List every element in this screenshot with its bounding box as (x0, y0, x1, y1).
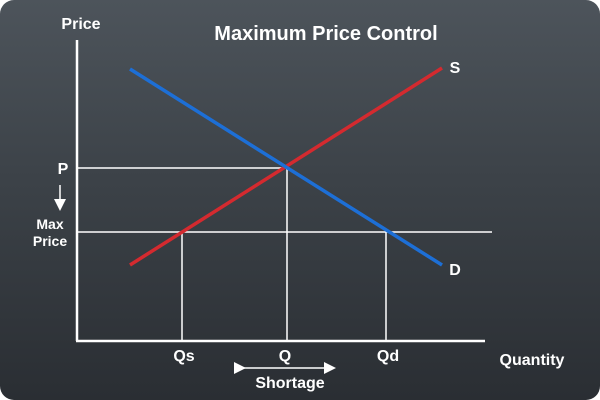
q-label: Q (279, 348, 291, 365)
shortage-label: Shortage (255, 375, 324, 392)
y-axis-label: Price (61, 16, 100, 33)
price-label-p: P (58, 161, 69, 178)
demand-curve-label: D (449, 262, 461, 279)
max-price-label-line1: Max (36, 216, 63, 232)
qs-label: Qs (173, 348, 194, 365)
diagram-title: Maximum Price Control (214, 23, 437, 45)
max-price-label-line2: Price (33, 233, 67, 249)
demand-curve (129, 67, 443, 267)
supply-curve-label: S (450, 60, 461, 77)
qd-label: Qd (377, 348, 399, 365)
x-axis-label: Quantity (500, 352, 565, 369)
